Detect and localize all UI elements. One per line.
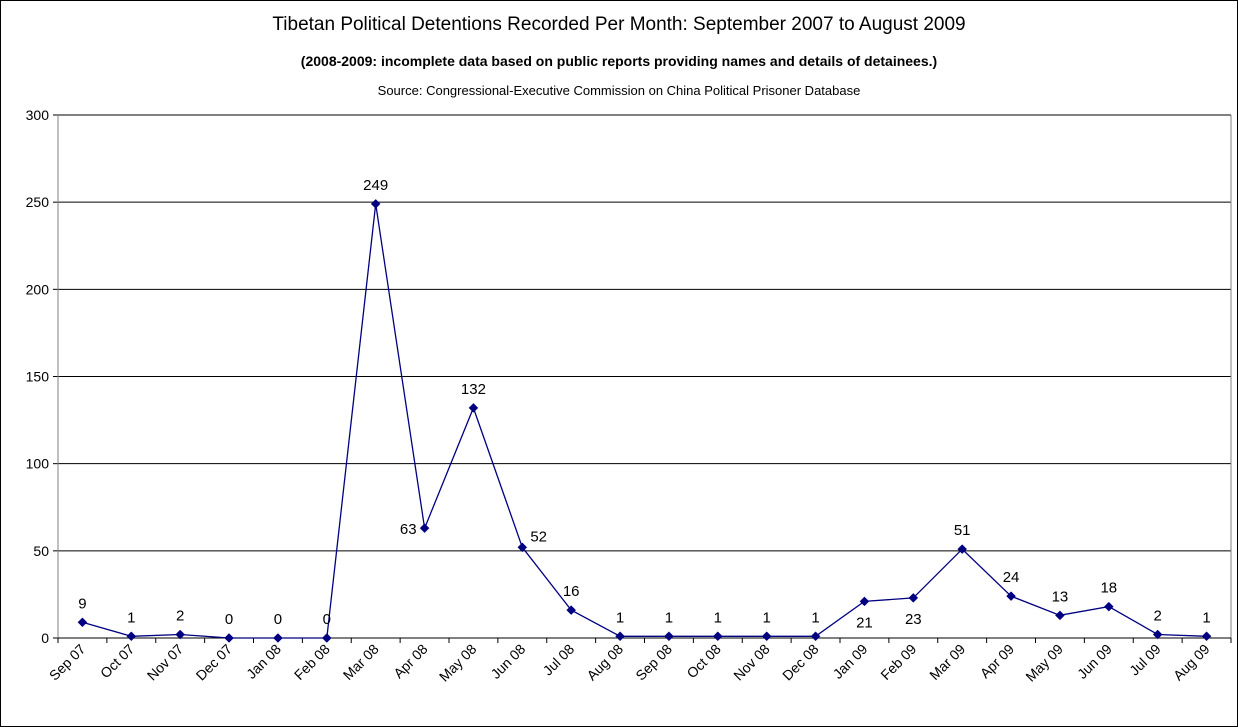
gridlines — [58, 114, 1231, 552]
data-point — [566, 605, 577, 615]
y-tick-label: 300 — [26, 107, 50, 123]
data-label: 51 — [954, 522, 971, 539]
data-label: 16 — [563, 583, 580, 600]
data-label: 18 — [1100, 580, 1117, 597]
data-point — [175, 629, 186, 640]
y-tick-label: 0 — [41, 630, 49, 646]
data-point — [712, 631, 723, 642]
data-point — [859, 596, 870, 607]
data-point — [517, 542, 528, 553]
data-label: 13 — [1052, 588, 1069, 605]
data-point — [1055, 610, 1065, 621]
data-label: 1 — [616, 609, 624, 626]
chart-title: Tibetan Political Detentions Recorded Pe… — [272, 14, 965, 35]
data-label: 52 — [530, 528, 547, 545]
data-point — [664, 631, 674, 642]
data-point — [468, 403, 479, 413]
data-label: 23 — [905, 611, 922, 628]
data-point — [77, 617, 88, 628]
chart-source: Source: Congressional-Executive Commissi… — [378, 83, 861, 98]
y-tick-label: 150 — [26, 369, 50, 385]
data-point — [810, 631, 821, 642]
y-tick-label: 200 — [26, 281, 50, 297]
data-label: 0 — [225, 611, 233, 628]
data-label: 9 — [78, 595, 86, 612]
y-tick-label: 100 — [26, 456, 50, 472]
data-label: 1 — [665, 609, 673, 626]
data-label: 2 — [1154, 608, 1162, 625]
data-point — [1152, 629, 1163, 640]
data-label: 1 — [811, 609, 819, 626]
series-line — [82, 203, 1207, 639]
data-point — [1103, 601, 1114, 612]
data-point — [126, 631, 137, 642]
data-point — [419, 523, 430, 534]
data-point — [273, 633, 283, 643]
data-label: 24 — [1003, 569, 1020, 586]
y-tick-label: 50 — [33, 543, 49, 559]
series-detentions — [77, 199, 1212, 643]
data-label: 132 — [461, 381, 486, 398]
data-point — [615, 631, 625, 642]
data-label: 1 — [714, 609, 722, 626]
data-label: 249 — [363, 177, 388, 194]
data-label: 21 — [856, 614, 873, 631]
data-label: 2 — [176, 608, 184, 625]
data-point — [957, 544, 968, 554]
chart-subtitle: (2008-2009: incomplete data based on pub… — [301, 53, 937, 69]
data-point — [321, 633, 332, 643]
data-point — [1006, 591, 1016, 602]
data-label: 63 — [400, 521, 417, 538]
data-label: 1 — [763, 609, 771, 626]
y-tick-label: 250 — [26, 194, 50, 210]
data-label: 1 — [1202, 609, 1210, 626]
data-point — [761, 631, 772, 642]
data-label: 0 — [323, 611, 331, 628]
data-label: 1 — [127, 609, 135, 626]
y-tick-labels: 0 50 100 150 200 250 300 — [26, 107, 50, 646]
data-point — [370, 199, 381, 209]
data-label: 0 — [274, 611, 282, 628]
data-point — [1201, 631, 1212, 642]
data-point — [224, 633, 234, 643]
data-point — [908, 593, 919, 603]
